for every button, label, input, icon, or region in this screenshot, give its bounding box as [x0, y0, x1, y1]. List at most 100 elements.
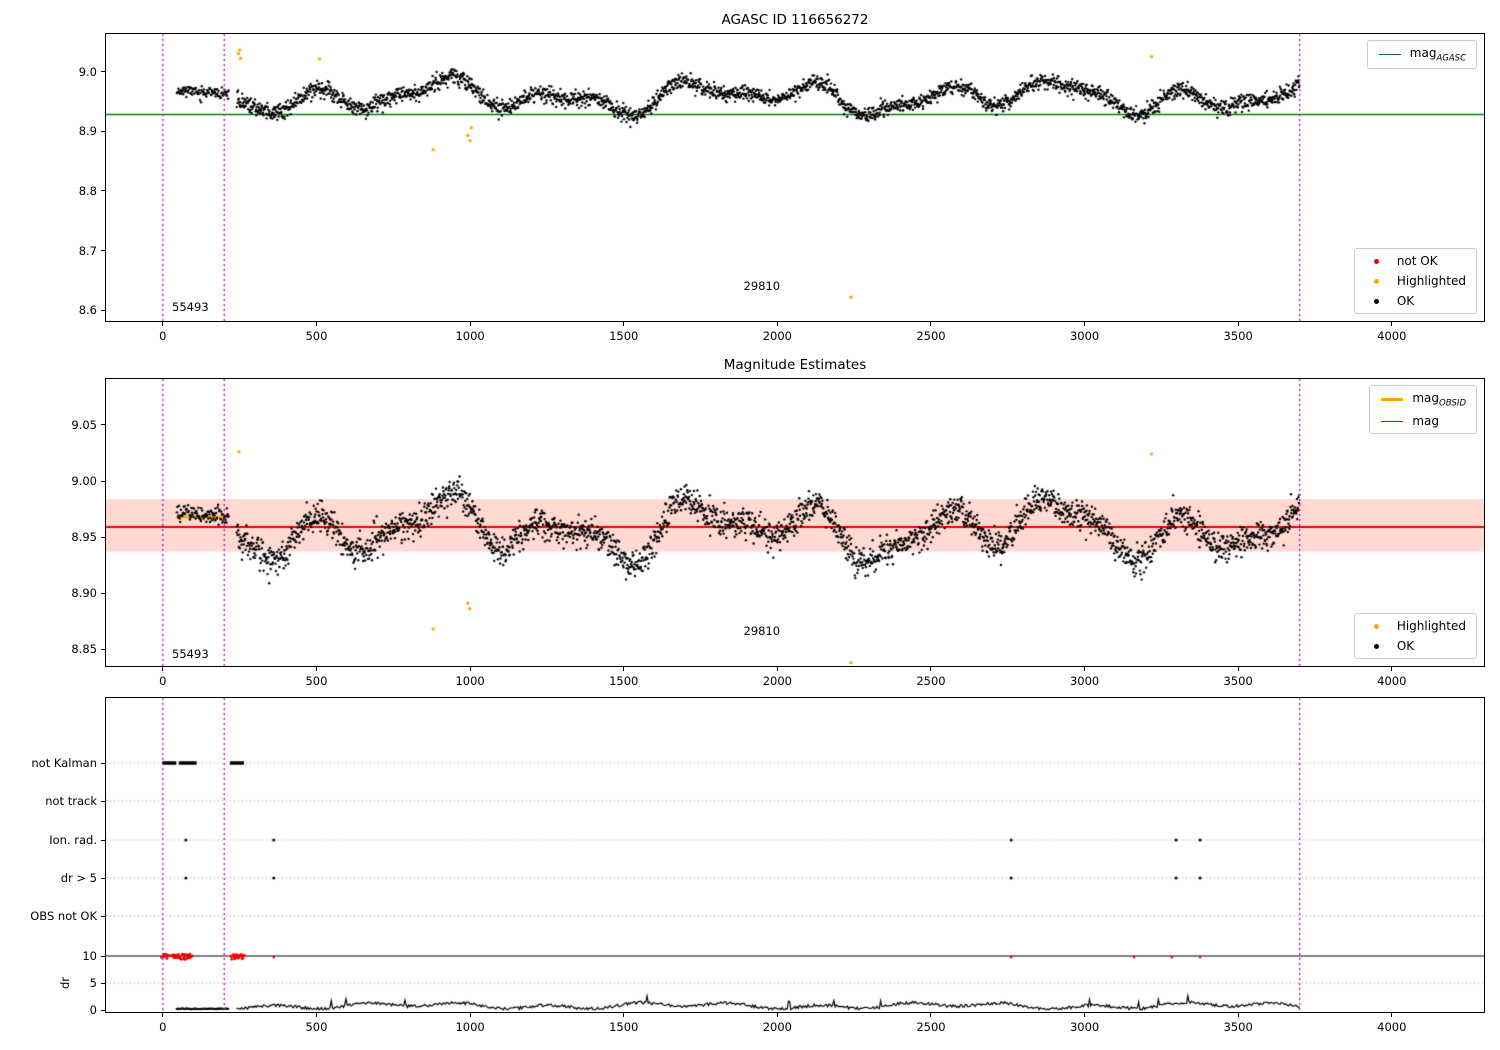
- tick-mark: [1084, 1013, 1086, 1017]
- dr-tick-label: 5: [89, 976, 97, 990]
- tick-mark: [930, 322, 932, 326]
- x-tick-label: 3000: [1069, 1020, 1100, 1034]
- tick-mark: [1084, 322, 1086, 326]
- mag-agasc-swatch: [1378, 54, 1401, 56]
- legend-top: magOBSID mag: [1369, 385, 1477, 435]
- legend-entry: magAGASC: [1378, 46, 1466, 63]
- x-tick-label: 500: [305, 674, 328, 688]
- x-tick-label: 1000: [455, 674, 485, 688]
- x-tick-label: 2500: [916, 329, 946, 343]
- legend-entry: magOBSID: [1380, 391, 1466, 408]
- tick-mark: [101, 1009, 105, 1011]
- legend-swatch-wrap: [1380, 398, 1404, 402]
- tick-mark: [101, 592, 105, 594]
- x-tick-label: 2000: [762, 1020, 792, 1034]
- legend-bottom: not OK Highlighted OK: [1353, 248, 1477, 314]
- tick-mark: [469, 1013, 471, 1017]
- not-ok-swatch: [1374, 258, 1380, 264]
- category-label: dr > 5: [60, 871, 97, 885]
- dr-tick-label: 0: [89, 1003, 97, 1017]
- legend-label: Highlighted: [1396, 274, 1466, 288]
- x-tick-label: 3500: [1223, 674, 1253, 688]
- tick-mark: [776, 667, 778, 671]
- y-tick-label: 9.05: [71, 417, 97, 432]
- tick-mark: [930, 1013, 932, 1017]
- legend-top: magAGASC: [1366, 40, 1477, 70]
- legend-entry: not OK: [1365, 254, 1466, 268]
- tick-mark: [623, 322, 625, 326]
- legend-swatch-wrap: [1378, 54, 1402, 56]
- x-tick-label: 1500: [609, 329, 639, 343]
- y-tick-label: 8.85: [71, 642, 97, 657]
- x-tick-label: 2000: [762, 674, 792, 688]
- tick-mark: [101, 130, 105, 132]
- tick-mark: [776, 1013, 778, 1017]
- tick-mark: [315, 1013, 317, 1017]
- x-tick-label: 3000: [1069, 674, 1100, 688]
- tick-mark: [101, 250, 105, 252]
- x-tick-label: 4000: [1377, 674, 1407, 688]
- mag-obsid-swatch: [1381, 398, 1404, 402]
- legend-label: OK: [1396, 294, 1415, 308]
- tick-mark: [101, 648, 105, 650]
- legend-entry: Highlighted: [1365, 274, 1466, 288]
- dr-tick-label: 10: [82, 949, 97, 963]
- ok-swatch: [1374, 298, 1380, 304]
- legend-swatch-wrap: [1365, 258, 1389, 264]
- x-tick-label: 3500: [1223, 329, 1253, 343]
- ok-swatch: [1374, 643, 1380, 649]
- y-tick-label: 8.8: [78, 183, 97, 198]
- tick-mark: [101, 190, 105, 192]
- x-tick-label: 500: [305, 1020, 328, 1034]
- tick-mark: [101, 480, 105, 482]
- tick-mark: [162, 322, 164, 326]
- tick-mark: [1391, 1013, 1393, 1017]
- tick-mark: [101, 71, 105, 73]
- panel-agasc-mag: 55493 29810 magAGASC not OK Highlighted OK: [105, 33, 1485, 322]
- mag-estimates-canvas: [106, 379, 1484, 666]
- x-tick-label: 2500: [916, 1020, 946, 1034]
- tick-mark: [101, 877, 105, 879]
- tick-mark: [315, 322, 317, 326]
- tick-mark: [101, 839, 105, 841]
- x-tick-label: 1500: [609, 1020, 639, 1034]
- x-tick-label: 3000: [1069, 329, 1100, 343]
- x-tick-label: 0: [159, 329, 167, 343]
- y-tick-label: 9.0: [78, 64, 97, 79]
- legend-label: not OK: [1396, 254, 1438, 268]
- tick-mark: [1391, 667, 1393, 671]
- annotation-29810: 29810: [743, 279, 781, 294]
- tick-mark: [776, 322, 778, 326]
- tick-mark: [101, 309, 105, 311]
- tick-mark: [1084, 667, 1086, 671]
- legend-entry: Highlighted: [1365, 619, 1466, 633]
- tick-mark: [930, 667, 932, 671]
- tick-mark: [315, 667, 317, 671]
- tick-mark: [162, 1013, 164, 1017]
- tick-mark: [1391, 322, 1393, 326]
- flags-canvas: [106, 698, 1484, 1012]
- legend-swatch-wrap: [1365, 643, 1389, 649]
- tick-mark: [101, 955, 105, 957]
- x-tick-label: 0: [159, 1020, 167, 1034]
- y-tick-label: 9.00: [71, 474, 97, 489]
- tick-mark: [1237, 322, 1239, 326]
- tick-mark: [101, 762, 105, 764]
- legend-entry: OK: [1365, 294, 1466, 308]
- tick-mark: [162, 667, 164, 671]
- y-tick-label: 8.6: [78, 303, 97, 318]
- legend-entry: OK: [1365, 639, 1466, 653]
- category-label: not Kalman: [31, 756, 97, 770]
- legend-label: Highlighted: [1396, 619, 1466, 633]
- tick-mark: [623, 667, 625, 671]
- legend-swatch-wrap: [1380, 420, 1404, 422]
- tick-mark: [623, 1013, 625, 1017]
- highlighted-swatch: [1374, 623, 1380, 629]
- tick-mark: [101, 424, 105, 426]
- legend-swatch-wrap: [1365, 298, 1389, 304]
- tick-mark: [1237, 1013, 1239, 1017]
- tick-mark: [469, 667, 471, 671]
- category-label: not track: [45, 794, 97, 808]
- tick-mark: [101, 915, 105, 917]
